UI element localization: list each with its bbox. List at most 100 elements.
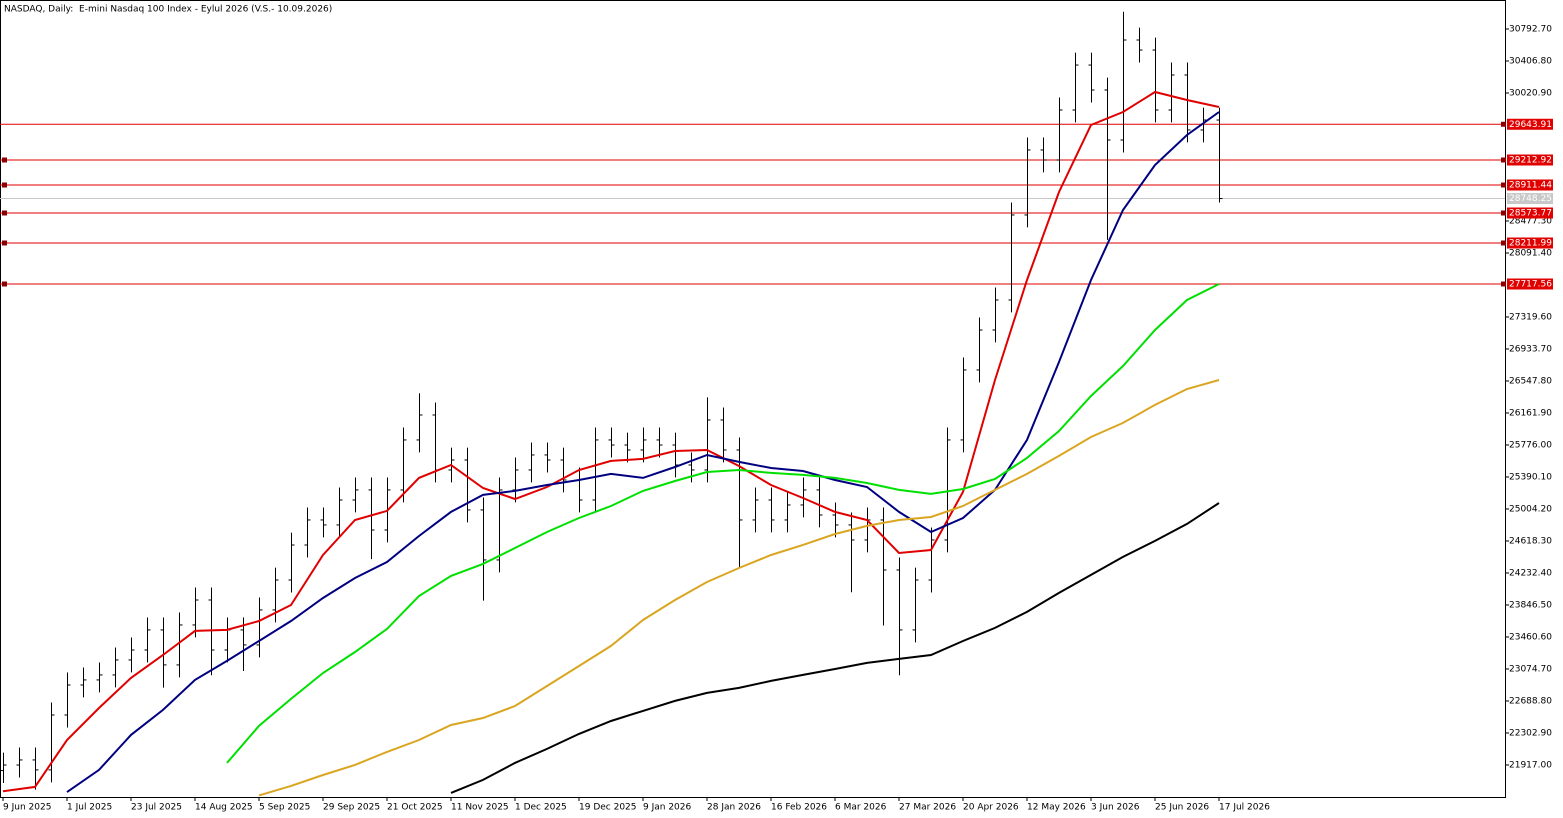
ohlc-bar (1040, 137, 1047, 173)
ohlc-bar (1120, 11, 1127, 153)
level-badge (1507, 179, 1553, 191)
ohlc-bar (80, 667, 87, 698)
ohlc-bar (128, 637, 135, 673)
x-tick-label: 14 Aug 2025 (195, 803, 253, 813)
ohlc-bar (560, 447, 567, 493)
ohlc-bar (256, 597, 263, 658)
y-tick-label: 28477.30 (1509, 216, 1552, 226)
y-tick-label: 26933.70 (1509, 345, 1552, 355)
level-badge (1507, 154, 1553, 166)
x-tick-label: 9 Jan 2026 (643, 803, 691, 813)
level-marker (2, 240, 7, 246)
moving-average-line (66, 111, 1220, 793)
ohlc-bar (240, 617, 247, 672)
current-price-label: 28748.25 (1509, 194, 1552, 204)
ohlc-bar (592, 427, 599, 513)
ohlc-bar (112, 647, 119, 688)
y-tick-label: 24618.30 (1509, 537, 1552, 547)
ohlc-bar (464, 447, 471, 523)
ohlc-bar (752, 487, 759, 533)
y-tick-label: 21917.00 (1509, 761, 1552, 771)
ohlc-bar (1072, 52, 1079, 123)
x-tick-label: 9 Jun 2025 (3, 803, 51, 813)
ohlc-bar (912, 567, 919, 643)
ohlc-bar (0, 752, 7, 783)
x-tick-label: 3 Jun 2026 (1091, 803, 1140, 813)
y-tick-label: 26161.90 (1509, 409, 1552, 419)
ohlc-bar (96, 662, 103, 693)
ohlc-bar (848, 512, 855, 593)
level-marker (1501, 182, 1506, 188)
y-tick-label: 25390.10 (1509, 473, 1552, 483)
level-label: 28573.77 (1509, 209, 1552, 219)
ohlc-bar (688, 452, 695, 483)
x-tick-label: 6 Mar 2026 (835, 803, 887, 813)
ohlc-bar (720, 407, 727, 463)
x-tick-label: 25 Jun 2026 (1155, 803, 1209, 813)
level-marker (1501, 157, 1506, 163)
level-marker (2, 182, 7, 188)
ohlc-bar (880, 507, 887, 626)
ohlc-bar (1008, 202, 1015, 313)
ohlc-bar (1024, 137, 1031, 228)
ohlc-bar (528, 442, 535, 483)
x-tick-label: 1 Dec 2025 (515, 803, 567, 813)
x-tick-label: 20 Apr 2026 (963, 803, 1019, 813)
ohlc-bar (944, 427, 951, 553)
moving-average-line (450, 502, 1220, 794)
y-tick-label: 24232.40 (1509, 569, 1552, 579)
ohlc-bar (1104, 77, 1111, 240)
x-tick-label: 17 Jul 2026 (1219, 803, 1270, 813)
level-marker (2, 157, 7, 163)
ohlc-bar (304, 507, 311, 558)
y-tick-label: 23460.60 (1509, 633, 1552, 643)
x-tick-label: 11 Nov 2025 (451, 803, 509, 813)
ohlc-bar (48, 702, 55, 783)
level-label: 29643.91 (1509, 120, 1552, 130)
level-marker (1501, 240, 1506, 246)
ohlc-bar (416, 393, 423, 453)
ohlc-bar (784, 492, 791, 533)
y-tick-label: 25776.00 (1509, 441, 1552, 451)
x-tick-label: 27 Mar 2026 (899, 803, 956, 813)
x-tick-label: 23 Jul 2025 (131, 803, 182, 813)
y-tick-label: 25004.20 (1509, 505, 1552, 515)
level-label: 28211.99 (1509, 239, 1552, 249)
level-badge (1507, 118, 1553, 130)
ohlc-bar (992, 287, 999, 343)
ohlc-bar (608, 427, 615, 458)
y-tick-label: 28091.40 (1509, 249, 1552, 259)
x-tick-label: 16 Feb 2026 (771, 803, 827, 813)
ohlc-bar (1088, 52, 1095, 103)
ohlc-bar (1056, 97, 1063, 173)
chart-title: NASDAQ, Daily: E-mini Nasdaq 100 Index -… (4, 5, 332, 15)
ohlc-bar (320, 507, 327, 538)
ohlc-bar (1136, 27, 1143, 63)
ohlc-bar (176, 612, 183, 678)
y-tick-label: 23846.50 (1509, 601, 1552, 611)
ohlc-bar (1200, 107, 1207, 143)
moving-average-line (2, 90, 1220, 793)
ohlc-bar (1152, 37, 1159, 123)
moving-average-line (258, 379, 1220, 797)
level-marker (1501, 281, 1506, 287)
level-marker (1501, 121, 1506, 127)
plot-frame (0, 0, 1506, 798)
x-tick-label: 28 Jan 2026 (707, 803, 761, 813)
ohlc-bar (144, 617, 151, 663)
x-tick-label: 21 Oct 2025 (387, 803, 443, 813)
ohlc-bar (1184, 62, 1191, 143)
level-label: 28911.44 (1509, 180, 1552, 190)
level-badge (1507, 278, 1553, 290)
ohlc-bar (928, 527, 935, 593)
ohlc-bar (1216, 107, 1223, 203)
x-tick-label: 12 May 2026 (1027, 803, 1086, 813)
ohlc-bar (400, 427, 407, 503)
x-tick-label: 1 Jul 2025 (67, 803, 112, 813)
y-tick-label: 27319.60 (1509, 313, 1552, 323)
ohlc-bar (1168, 62, 1175, 123)
x-tick-label: 29 Sep 2025 (323, 803, 380, 813)
x-tick-label: 5 Sep 2025 (259, 803, 310, 813)
ohlc-bar (288, 532, 295, 593)
